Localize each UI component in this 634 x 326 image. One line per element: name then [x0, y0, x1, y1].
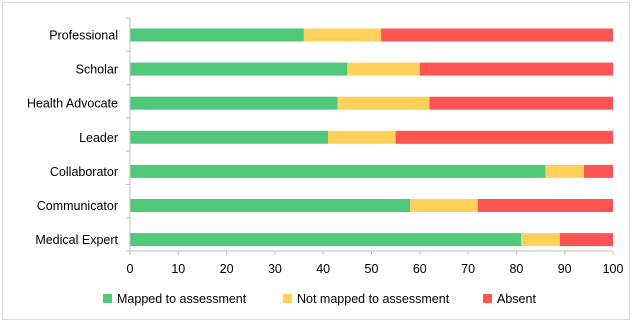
x-tick-label-40: 40 — [316, 262, 330, 276]
bar-medical-expert-absent — [559, 233, 613, 247]
bar-leader-mapped-to-assessment — [130, 130, 329, 144]
x-tick-label-30: 30 — [268, 262, 282, 276]
bar-health-advocate-mapped-to-assessment — [130, 96, 338, 110]
legend-swatch-not-mapped-to-assessment — [283, 294, 292, 303]
category-label-professional: Professional — [49, 29, 118, 43]
bar-collaborator-mapped-to-assessment — [130, 164, 546, 178]
category-label-scholar: Scholar — [76, 63, 118, 77]
bar-professional-not-mapped-to-assessment — [303, 28, 382, 42]
x-tick-label-0: 0 — [127, 262, 134, 276]
category-label-leader: Leader — [79, 131, 118, 145]
x-tick-label-80: 80 — [509, 262, 523, 276]
y-axis-labels: Professional Scholar Health Advocate Leader… — [27, 29, 119, 248]
x-tick-label-60: 60 — [413, 262, 427, 276]
bar-scholar-mapped-to-assessment — [130, 62, 348, 76]
legend: Mapped to assessment Not mapped to assess… — [103, 292, 536, 306]
x-tick-label-50: 50 — [365, 262, 379, 276]
bar-health-advocate-not-mapped-to-assessment — [337, 96, 430, 110]
x-axis: 0 10 20 30 40 50 60 70 80 90 100 — [126, 17, 624, 276]
bars-layer — [130, 28, 613, 247]
bar-collaborator-not-mapped-to-assessment — [545, 164, 585, 178]
bar-health-advocate-absent — [429, 96, 613, 110]
x-tick-label-90: 90 — [558, 262, 572, 276]
x-tick-label-20: 20 — [220, 262, 234, 276]
bar-leader-absent — [395, 130, 613, 144]
bar-leader-not-mapped-to-assessment — [328, 130, 396, 144]
stacked-bar-chart: Professional Scholar Health Advocate Leader… — [27, 17, 624, 306]
category-label-communicator: Communicator — [37, 199, 118, 213]
legend-swatch-absent — [483, 294, 492, 303]
bar-scholar-not-mapped-to-assessment — [347, 62, 420, 76]
bar-professional-mapped-to-assessment — [130, 28, 304, 42]
bar-communicator-absent — [477, 199, 613, 212]
bar-communicator-mapped-to-assessment — [130, 199, 411, 212]
x-tick-label-100: 100 — [603, 262, 624, 276]
bar-professional-absent — [381, 28, 613, 42]
legend-label-absent: Absent — [497, 292, 536, 306]
x-tick-label-10: 10 — [171, 262, 185, 276]
legend-label-mapped-to-assessment: Mapped to assessment — [117, 292, 247, 306]
legend-label-not-mapped-to-assessment: Not mapped to assessment — [297, 292, 450, 306]
bar-medical-expert-mapped-to-assessment — [130, 233, 522, 247]
category-label-collaborator: Collaborator — [50, 165, 118, 179]
bar-medical-expert-not-mapped-to-assessment — [521, 233, 560, 247]
chart-frame: Professional Scholar Health Advocate Leader… — [2, 2, 630, 320]
bar-communicator-not-mapped-to-assessment — [410, 199, 478, 212]
legend-swatch-mapped-to-assessment — [103, 294, 112, 303]
bar-collaborator-absent — [584, 164, 613, 178]
bar-scholar-absent — [419, 62, 613, 76]
x-tick-label-70: 70 — [461, 262, 475, 276]
category-label-medical-expert: Medical Expert — [35, 233, 118, 247]
category-label-health-advocate: Health Advocate — [27, 97, 118, 111]
